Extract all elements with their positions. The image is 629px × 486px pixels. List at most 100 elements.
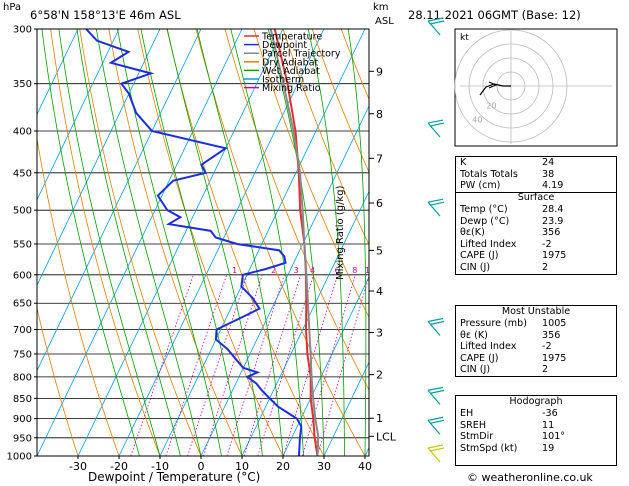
index-label: Lifted Index <box>460 238 517 250</box>
wind-barb <box>427 447 441 463</box>
km-label: 8 <box>376 108 383 121</box>
legend-entry: Temperature <box>261 32 322 43</box>
index-row: CIN (J) 2 <box>456 262 616 274</box>
isotherm-line <box>159 29 366 456</box>
wet-adiabat-line <box>267 29 325 456</box>
hodograph-frame <box>454 28 618 147</box>
index-value: 1975 <box>542 352 567 364</box>
index-row: Lifted Index -2 <box>456 341 616 353</box>
copyright: © weatheronline.co.uk <box>467 471 593 484</box>
temperature-label: 30 <box>317 460 331 473</box>
km-label: 3 <box>376 327 383 340</box>
wind-barb-flag <box>429 447 445 452</box>
index-row: Dewp (°C) 23.9 <box>456 216 616 228</box>
dry-adiabat-line <box>224 29 369 391</box>
mixing-ratio-label: 8 <box>352 266 357 275</box>
dry-adiabat-line <box>37 306 79 456</box>
index-label: Dewp (°C) <box>460 215 510 227</box>
km-label: 5 <box>376 244 383 257</box>
pressure-label: 1000 <box>7 452 32 463</box>
wet-adiabat-line <box>307 29 345 456</box>
dewpoint-profile <box>85 29 303 456</box>
dry-adiabat-line <box>50 29 161 456</box>
wet-adiabat-line <box>230 29 304 456</box>
dry-adiabat-line <box>282 29 369 246</box>
wind-barb-flag <box>427 198 444 203</box>
km-label: 1 <box>376 412 383 425</box>
hodograph-unit-label: kt <box>460 33 469 43</box>
pressure-label: 700 <box>13 325 32 336</box>
km-label: 2 <box>376 369 383 382</box>
index-row: StmDir 101° <box>456 431 616 443</box>
temperature-label: -30 <box>69 460 87 473</box>
mixing-ratio-line <box>226 274 285 456</box>
mixing-ratio-label: 3 <box>294 266 299 275</box>
index-value: 38 <box>542 168 555 180</box>
legend-entry: Dry Adiabat <box>262 57 319 68</box>
mixing-ratio-line <box>203 274 263 456</box>
mixing-ratio-label: 1 <box>232 266 237 275</box>
index-value: 2 <box>542 261 549 273</box>
km-axis-title: km <box>373 2 389 13</box>
index-label: CAPE (J) <box>460 250 499 262</box>
plot-frame <box>36 28 370 457</box>
index-label: CIN (J) <box>460 364 491 376</box>
temperature-label: 20 <box>276 460 290 473</box>
wind-barb <box>427 20 441 36</box>
mixing-ratio-label: 15 <box>392 266 402 275</box>
index-row: K 24 <box>456 157 616 169</box>
pressure-label: 400 <box>13 127 32 138</box>
isotherm-line <box>241 190 369 456</box>
index-label: θε(K) <box>460 227 485 239</box>
mixing-ratio-label: 10 <box>365 266 375 275</box>
index-value: 19 <box>542 442 555 454</box>
wet-adiabat-line <box>166 29 263 456</box>
pressure-label: 950 <box>13 433 32 444</box>
wet-adiabat-line <box>140 29 243 456</box>
x-axis-title: Dewpoint / Temperature (°C) <box>88 470 261 484</box>
pressure-label: 900 <box>13 414 32 425</box>
index-label: θε (K) <box>460 329 488 341</box>
temperature-label: 40 <box>358 460 372 473</box>
pressure-label: 550 <box>13 239 32 250</box>
index-row: θε(K) 356 <box>456 227 616 239</box>
wet-adiabat-line <box>41 29 140 456</box>
temperature-label: -20 <box>110 460 128 473</box>
isotherm-line <box>77 29 284 456</box>
mixing-ratio-line <box>301 274 356 456</box>
index-value: -2 <box>542 238 552 250</box>
index-row: θε (K) 356 <box>456 330 616 342</box>
dry-adiabat-line <box>108 29 243 456</box>
index-value: 28.4 <box>542 204 564 215</box>
index-row: Temp (°C) 28.4 <box>456 204 616 216</box>
pressure-label: 450 <box>13 168 32 179</box>
mixing-ratio-line <box>257 274 314 456</box>
wind-barb-flag <box>427 317 444 323</box>
legend-entry: Dewpoint <box>262 40 307 51</box>
km-label: 9 <box>376 65 383 78</box>
most-unstable-box: Most Unstable Pressure (mb) 1005 θε (K) 356… <box>455 305 617 377</box>
pressure-label: 500 <box>13 206 32 217</box>
pressure-label: 300 <box>13 25 32 36</box>
surface-title: Surface <box>517 192 555 203</box>
index-row: StmSpd (kt) 19 <box>456 443 616 455</box>
index-label: SREH <box>460 419 487 431</box>
hodograph-box: Hodograph EH -36 SREH 11 StmDir 101° StmSpd (k… <box>455 395 617 466</box>
parcel-trajectory-profile <box>269 29 320 456</box>
mixing-ratio-axis-title: Mixing Ratio (g/kg) <box>335 185 346 280</box>
wind-barb <box>427 321 441 336</box>
mixing-ratio-line <box>187 274 248 456</box>
wet-adiabat-line <box>95 29 202 456</box>
index-label: Pressure (mb) <box>460 318 527 329</box>
index-value: 356 <box>542 227 561 239</box>
pressure-label: 800 <box>13 372 32 383</box>
index-label: CAPE (J) <box>460 352 499 364</box>
wind-barb-flag <box>429 20 445 25</box>
wind-barb <box>427 419 441 435</box>
index-label: Temp (°C) <box>460 204 508 215</box>
hpa-axis-title: hPa <box>3 2 22 13</box>
index-value: 101° <box>542 431 566 443</box>
surface-box: Surface Temp (°C) 28.4 Dewp (°C) 23.9 θε(K) 3… <box>455 192 617 275</box>
datetime-title: 28.11.2021 06GMT (Base: 12) <box>408 8 581 22</box>
